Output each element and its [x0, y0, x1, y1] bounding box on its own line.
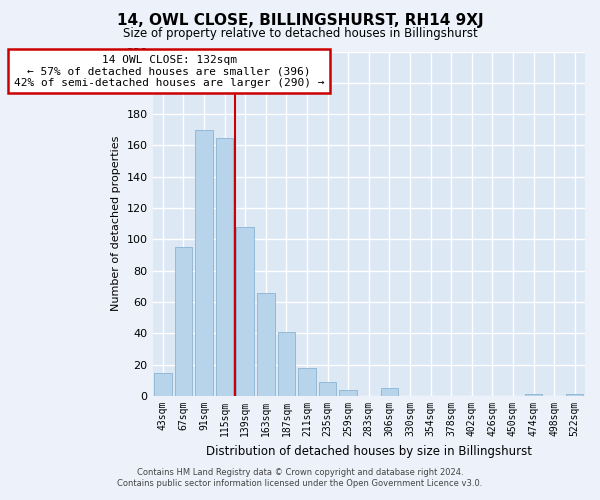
Bar — [525, 394, 542, 396]
Bar — [195, 130, 213, 396]
Text: Contains HM Land Registry data © Crown copyright and database right 2024.
Contai: Contains HM Land Registry data © Crown c… — [118, 468, 482, 487]
Bar — [278, 332, 295, 396]
Bar — [236, 227, 254, 396]
Bar — [298, 368, 316, 396]
Text: Size of property relative to detached houses in Billingshurst: Size of property relative to detached ho… — [122, 28, 478, 40]
X-axis label: Distribution of detached houses by size in Billingshurst: Distribution of detached houses by size … — [206, 444, 532, 458]
Bar — [216, 138, 233, 396]
Text: 14, OWL CLOSE, BILLINGSHURST, RH14 9XJ: 14, OWL CLOSE, BILLINGSHURST, RH14 9XJ — [116, 12, 484, 28]
Bar — [566, 394, 583, 396]
Bar — [380, 388, 398, 396]
Y-axis label: Number of detached properties: Number of detached properties — [111, 136, 121, 312]
Bar — [257, 292, 275, 396]
Text: 14 OWL CLOSE: 132sqm
← 57% of detached houses are smaller (396)
42% of semi-deta: 14 OWL CLOSE: 132sqm ← 57% of detached h… — [14, 54, 324, 88]
Bar — [319, 382, 337, 396]
Bar — [154, 372, 172, 396]
Bar — [175, 248, 192, 396]
Bar — [340, 390, 357, 396]
